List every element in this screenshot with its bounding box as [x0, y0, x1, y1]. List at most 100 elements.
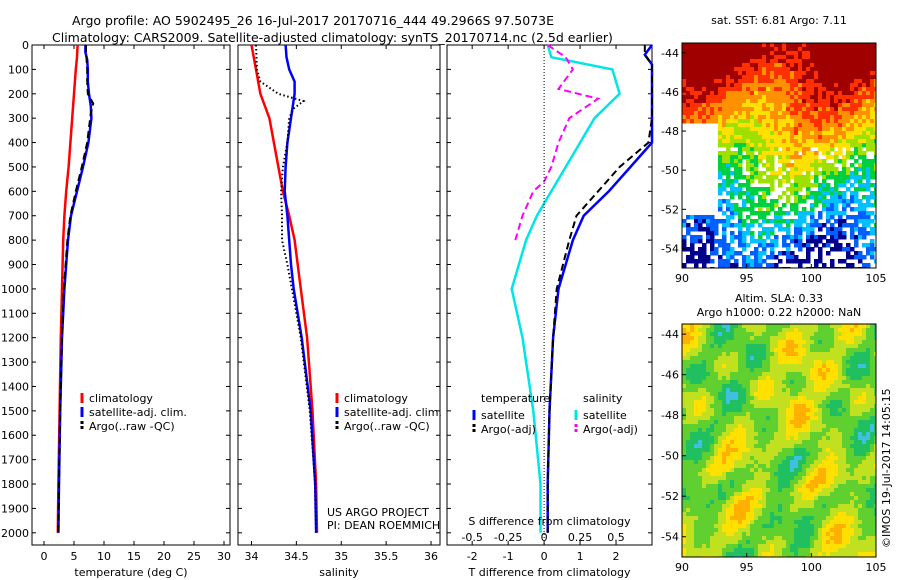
map-cell	[778, 159, 783, 164]
map-cell	[826, 115, 831, 120]
map-cell	[742, 492, 747, 497]
map-cell	[794, 416, 799, 421]
map-cell	[738, 163, 743, 168]
map-cell	[870, 328, 875, 333]
map-cell	[838, 151, 843, 156]
map-x-tick-label: 90	[675, 272, 689, 285]
map-cell	[822, 87, 827, 92]
map-cell	[762, 131, 767, 136]
map-cell	[714, 111, 719, 116]
map-cell	[774, 356, 779, 361]
map-cell	[830, 516, 835, 521]
map-cell	[726, 412, 731, 417]
map-cell	[686, 51, 691, 56]
map-cell	[726, 520, 731, 525]
map-cell	[810, 127, 815, 132]
map-cell	[834, 452, 839, 457]
map-cell	[774, 512, 779, 517]
map-cell	[870, 175, 875, 180]
map-cell	[702, 460, 707, 465]
map-cell	[766, 472, 771, 477]
map-cell	[702, 404, 707, 409]
map-cell	[794, 99, 799, 104]
map-cell	[738, 83, 743, 88]
map-cell	[766, 51, 771, 56]
map-cell	[842, 432, 847, 437]
map-cell	[866, 484, 871, 489]
map-cell	[842, 448, 847, 453]
map-cell	[874, 456, 876, 461]
map-cell	[818, 115, 823, 120]
map-cell	[698, 512, 703, 517]
map-cell	[798, 59, 803, 64]
map-cell	[746, 524, 751, 529]
map-cell	[870, 167, 875, 172]
map-cell	[786, 512, 791, 517]
map-cell	[858, 424, 863, 429]
map-cell	[866, 67, 871, 72]
map-cell	[826, 139, 831, 144]
map-cell	[774, 436, 779, 441]
map-cell	[718, 464, 723, 469]
map-cell	[838, 464, 843, 469]
map-cell	[738, 468, 743, 473]
map-cell	[738, 504, 743, 509]
map-cell	[830, 452, 835, 457]
map-cell	[810, 384, 815, 389]
map-cell	[782, 524, 787, 529]
map-cell	[722, 440, 727, 445]
map-cell	[758, 424, 763, 429]
map-cell	[750, 143, 755, 148]
map-cell	[850, 484, 855, 489]
map-cell	[858, 119, 863, 124]
map-cell	[710, 492, 715, 497]
map-cell	[750, 404, 755, 409]
map-cell	[746, 199, 751, 204]
map-cell	[738, 135, 743, 140]
map-cell	[814, 91, 819, 96]
map-cell	[862, 332, 867, 337]
map-cell	[718, 263, 723, 268]
map-cell	[682, 520, 687, 525]
map-cell	[834, 219, 839, 224]
map-cell	[754, 255, 759, 260]
map-cell	[706, 215, 711, 220]
map-cell	[734, 151, 739, 156]
map-cell	[838, 55, 843, 60]
map-cell	[758, 75, 763, 80]
map-cell	[778, 324, 783, 329]
map-cell	[786, 384, 791, 389]
map-cell	[758, 356, 763, 361]
map-cell	[834, 83, 839, 88]
map-cell	[814, 195, 819, 200]
map-cell	[842, 219, 847, 224]
map-cell	[862, 356, 867, 361]
map-cell	[798, 43, 803, 48]
map-cell	[822, 203, 827, 208]
map-cell	[758, 528, 763, 533]
map-cell	[806, 364, 811, 369]
map-cell	[862, 75, 867, 80]
map-cell	[814, 456, 819, 461]
map-cell	[818, 340, 823, 345]
map-cell	[830, 79, 835, 84]
map-cell	[754, 380, 759, 385]
map-cell	[790, 524, 795, 529]
map-cell	[730, 376, 735, 381]
map-cell	[738, 436, 743, 441]
map-cell	[810, 372, 815, 377]
map-cell	[794, 243, 799, 248]
map-cell	[698, 532, 703, 537]
map-cell	[738, 456, 743, 461]
map-cell	[718, 83, 723, 88]
map-cell	[758, 440, 763, 445]
map-cell	[814, 404, 819, 409]
map-cell	[814, 115, 819, 120]
map-cell	[842, 424, 847, 429]
map-cell	[798, 139, 803, 144]
map-cell	[774, 464, 779, 469]
map-cell	[754, 83, 759, 88]
map-cell	[794, 51, 799, 56]
map-cell	[834, 123, 839, 128]
map-cell	[706, 344, 711, 349]
